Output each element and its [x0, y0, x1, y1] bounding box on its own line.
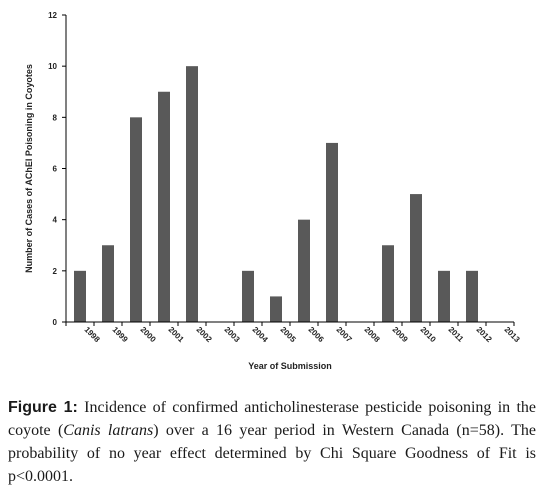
caption-species: Canis latrans — [63, 422, 154, 439]
y-tick-label: 6 — [53, 165, 58, 174]
bar-1998 — [74, 270, 86, 322]
bar-2006 — [298, 219, 310, 322]
caption-text-end: ) over a 16 year period in Western Canad… — [8, 422, 537, 485]
x-tick-label: 2012 — [475, 325, 494, 344]
y-tick-label: 2 — [53, 267, 58, 276]
figure-caption: Figure 1: Incidence of confirmed anticho… — [8, 396, 536, 488]
bar-chart: 0 2 4 6 8 10 12 1998 1999 2000 2001 2002 2003 2004 20… — [24, 11, 522, 371]
x-axis-title: Year of Submission — [248, 361, 332, 371]
bar-2010 — [410, 194, 422, 322]
y-tick-label: 0 — [53, 318, 58, 327]
x-tick-label: 2003 — [223, 325, 242, 344]
x-tick-label: 2011 — [447, 325, 466, 344]
caption-label: Figure 1: — [8, 399, 78, 416]
y-axis-ticks: 0 2 4 6 8 10 12 — [48, 11, 66, 327]
y-axis-title: Number of Cases of AChEI Poisoning in Co… — [24, 64, 34, 273]
x-tick-label: 2002 — [195, 325, 214, 344]
chart-area: 0 2 4 6 8 10 12 1998 1999 2000 2001 2002 2003 2004 20… — [24, 11, 522, 371]
bar-2012 — [466, 270, 478, 322]
bar-2011 — [438, 270, 450, 322]
bar-1999 — [102, 245, 114, 322]
x-tick-label: 2010 — [419, 325, 438, 344]
y-tick-label: 4 — [53, 216, 58, 225]
x-tick-label: 2013 — [503, 325, 522, 344]
bar-2004 — [242, 270, 254, 322]
y-tick-label: 8 — [53, 113, 58, 122]
bar-2000 — [130, 117, 142, 322]
caption-text-start: Incidence of confirmed anticholinesteras… — [8, 399, 537, 439]
x-tick-label: 2006 — [307, 325, 326, 344]
x-tick-label: 2000 — [139, 325, 158, 344]
bars-group — [74, 66, 478, 323]
x-tick-label: 2007 — [335, 325, 354, 344]
bar-2002 — [186, 66, 198, 323]
bar-2007 — [326, 142, 338, 322]
bar-2001 — [158, 91, 170, 322]
x-tick-label: 2009 — [391, 325, 410, 344]
bar-2009 — [382, 245, 394, 322]
x-tick-label: 2005 — [279, 325, 298, 344]
y-tick-label: 12 — [48, 11, 57, 20]
x-axis-ticks: 1998 1999 2000 2001 2002 2003 2004 2005 2006 2007… — [65, 322, 522, 344]
x-tick-label: 2008 — [363, 325, 382, 344]
x-tick-label: 1998 — [83, 325, 102, 344]
x-tick-label: 2001 — [167, 325, 186, 344]
x-tick-label: 2004 — [251, 325, 270, 344]
bar-2005 — [270, 296, 282, 322]
y-tick-label: 10 — [48, 62, 57, 71]
x-tick-label: 1999 — [111, 325, 130, 344]
